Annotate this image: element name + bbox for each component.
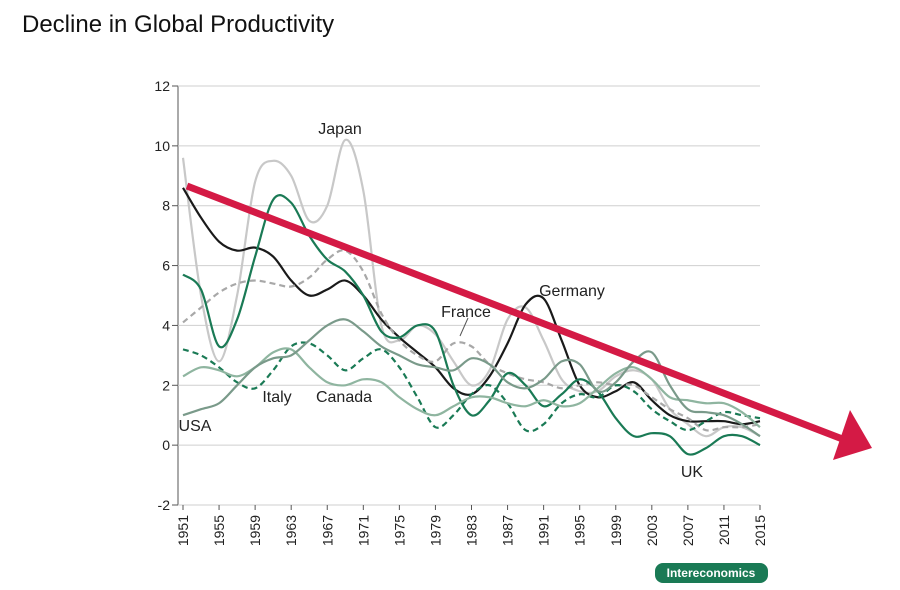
y-tick-label: -2: [158, 497, 171, 513]
plot-area: -2 0 2 4 6 8 10 12 1951 1955 1959 1963 1967 1971 1975 1…: [154, 78, 768, 546]
x-tick-label: 2007: [680, 515, 696, 546]
series-line: [182, 341, 761, 433]
series-label: Canada: [316, 389, 372, 406]
x-tick-label: 1959: [247, 515, 263, 546]
y-tick-label: 10: [154, 138, 170, 154]
series-label: Germany: [539, 283, 605, 300]
y-tick-label: 2: [162, 377, 170, 393]
x-tick-label: 1987: [500, 515, 516, 546]
trend-arrow-shaft: [185, 182, 847, 444]
x-tick-label: 1971: [355, 515, 371, 546]
x-tick-label: 2015: [752, 515, 768, 546]
series-label: France: [441, 304, 491, 321]
y-tick-label: 8: [162, 198, 170, 214]
y-tick-label: 6: [162, 258, 170, 274]
series-label: Italy: [262, 389, 291, 406]
trend-arrow-head: [833, 410, 872, 460]
series-label: UK: [681, 464, 704, 481]
trend-arrow: [185, 182, 872, 460]
x-tick-label: 1963: [283, 515, 299, 546]
x-tick-label: 1955: [211, 515, 227, 546]
series-line: [182, 318, 761, 438]
x-tick-label: 1991: [536, 515, 552, 546]
y-tick-label: 0: [162, 437, 170, 453]
y-tick-label: 12: [154, 78, 170, 94]
series-label: USA: [179, 418, 212, 435]
x-tick-label: 1999: [608, 515, 624, 546]
chart-title: Decline in Global Productivity: [22, 11, 334, 38]
series-label: Japan: [318, 121, 362, 138]
x-tick-label: 2011: [716, 515, 732, 545]
x-tick-label: 2003: [644, 515, 660, 546]
x-tick-label: 1979: [427, 515, 443, 546]
x-tick-label: 1983: [464, 515, 480, 546]
series-line: [182, 249, 761, 432]
x-tick-label: 1995: [572, 515, 588, 546]
source-badge: [655, 563, 768, 583]
x-tick-label: 1967: [319, 515, 335, 546]
series-line: [182, 347, 761, 429]
y-tick-label: 4: [162, 317, 170, 333]
x-tick-label: 1975: [391, 515, 407, 546]
series-line: [182, 194, 761, 456]
source-text: Intereconomics: [667, 566, 756, 580]
x-tick-label: 1951: [175, 515, 191, 546]
leader-line: [459, 317, 469, 337]
